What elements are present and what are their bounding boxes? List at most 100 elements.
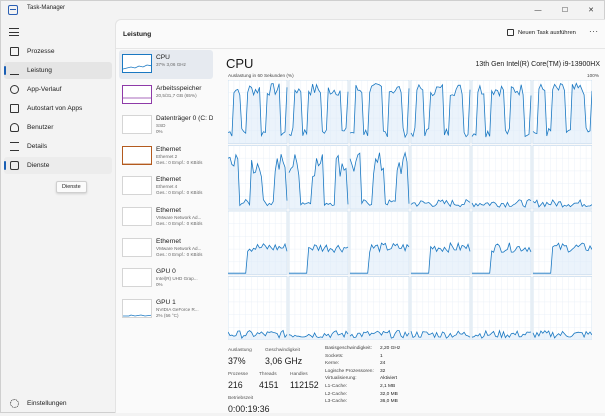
device-subtitle: Ethernet 2: [156, 153, 178, 159]
hamburger-menu-icon[interactable]: [9, 28, 19, 36]
device-text: Arbeitsspeicher 20,5/31,7 GB (65%): [156, 81, 213, 110]
processes-icon: [10, 47, 19, 56]
device-name: Ethernet: [156, 207, 181, 214]
device-text: Ethernet Ethernet 2 Ges.: 0 Empf.: 0 KBit/…: [156, 142, 213, 171]
cpu-core-graph: [228, 276, 288, 340]
app-history-icon: [10, 85, 19, 94]
nav-item-app-history[interactable]: App-Verlauf: [4, 81, 112, 98]
device-text: Ethernet VMware Network Ad... Ges.: 0 Empf…: [156, 203, 213, 232]
spec-label: L1-Cache:: [325, 384, 348, 389]
nav-item-label: Autostart von Apps: [27, 105, 83, 112]
device-name: CPU: [156, 54, 170, 61]
new-task-label: Neuen Task ausführen: [518, 29, 576, 36]
device-thumbnail: [122, 298, 152, 318]
device-item-8[interactable]: GPU 0 Intel(R) UHD Grap... 0%: [119, 264, 213, 293]
device-name: Ethernet: [156, 237, 181, 245]
processes-value: 216: [228, 380, 243, 390]
device-subtitle: Ethernet 4: [156, 184, 178, 190]
cpu-core-graph: [228, 145, 288, 210]
nav-item-label: Dienste: [27, 162, 50, 169]
more-options-button[interactable]: ···: [589, 27, 599, 36]
device-thumbnail: [122, 115, 152, 135]
device-item-1[interactable]: CPU 37% 3,06 GHz: [119, 50, 213, 79]
device-text: GPU 1 NVIDIA GeForce R... 2% (56 °C): [156, 295, 213, 324]
device-subtitle: VMware Network Ad...: [156, 245, 202, 251]
device-sparkline: [123, 64, 151, 70]
device-item-4[interactable]: Ethernet Ethernet 2 Ges.: 0 Empf.: 0 KBit/…: [119, 142, 213, 171]
device-thumbnail: [122, 268, 152, 288]
device-detail: Ges.: 0 Empf.: 0 KBit/s: [156, 190, 203, 196]
task-manager-icon: [8, 5, 18, 15]
new-task-button[interactable]: Neuen Task ausführen: [507, 29, 576, 36]
nav-item-startup-apps[interactable]: Autostart von Apps: [4, 100, 112, 117]
cpu-core-graph: [532, 210, 592, 275]
device-thumbnail: [122, 54, 152, 73]
nav-item-performance[interactable]: Leistung: [4, 62, 112, 79]
device-name: GPU 0: [156, 268, 176, 276]
spec-label: L2-Cache:: [325, 391, 348, 397]
spec-value: 36,0 MB: [380, 399, 398, 405]
device-text: Ethernet VMware Network Ad... Ges.: 0 Empf…: [156, 234, 213, 263]
device-sparkline: [123, 314, 151, 317]
device-detail: 0%: [156, 129, 163, 135]
cpu-stats: Auslastung 37% Geschwindigkeit 3,06 GHz …: [228, 346, 598, 416]
new-task-icon: [507, 29, 514, 36]
device-text: CPU 37% 3,06 GHz: [156, 50, 213, 79]
close-button[interactable]: ✕: [588, 7, 594, 14]
device-name: Ethernet: [156, 176, 181, 184]
nav-item-details[interactable]: Details: [4, 138, 112, 155]
device-sparkline: [123, 163, 151, 164]
device-item-9[interactable]: GPU 1 NVIDIA GeForce R... 2% (56 °C): [119, 295, 213, 324]
nav-item-users[interactable]: Benutzer: [4, 119, 112, 136]
speed-value: 3,06 GHz: [265, 356, 303, 366]
details-icon: [10, 142, 19, 151]
spec-value: 32,0 MB: [380, 391, 398, 397]
device-text: Datenträger 0 (C: D SSD 0%: [156, 111, 213, 140]
device-subtitle: VMware Network Ad...: [156, 215, 202, 220]
device-item-6[interactable]: Ethernet VMware Network Ad... Ges.: 0 Empf…: [119, 203, 213, 232]
settings-label: Einstellungen: [27, 400, 67, 407]
cpu-title: CPU: [226, 56, 254, 71]
users-icon: [10, 123, 19, 132]
startup-icon: [10, 104, 19, 113]
performance-icon: [10, 66, 19, 75]
cpu-core-graph: [471, 210, 532, 275]
cpu-core-graph: [228, 80, 288, 144]
spec-value: 24: [380, 361, 386, 367]
speed-label: Geschwindigkeit: [265, 348, 300, 353]
device-item-2[interactable]: Arbeitsspeicher 20,5/31,7 GB (65%): [119, 81, 213, 110]
graph-max-label: 100%: [587, 73, 599, 78]
threads-value: 4151: [259, 380, 279, 390]
spec-label: Basisgeschwindigkeit:: [325, 346, 372, 351]
device-item-5[interactable]: Ethernet Ethernet 4 Ges.: 0 Empf.: 0 KBit/…: [119, 172, 213, 201]
minimize-button[interactable]: —: [534, 6, 542, 14]
device-text: Ethernet Ethernet 4 Ges.: 0 Empf.: 0 KBit/…: [156, 172, 213, 201]
spec-value: 1: [380, 353, 383, 359]
nav-item-label: Prozesse: [27, 48, 55, 55]
device-item-7[interactable]: Ethernet VMware Network Ad... Ges.: 0 Empf…: [119, 234, 213, 263]
settings-button[interactable]: Einstellungen: [4, 395, 112, 412]
maximize-button[interactable]: ☐: [561, 7, 569, 14]
device-subtitle: 37% 3,06 GHz: [156, 62, 186, 67]
device-item-3[interactable]: Datenträger 0 (C: D SSD 0%: [119, 111, 213, 140]
nav-item-processes[interactable]: Prozesse: [4, 43, 112, 60]
device-sparkline: [123, 97, 151, 98]
uptime-label: Betriebszeit: [228, 396, 254, 401]
device-text: GPU 0 Intel(R) UHD Grap... 0%: [156, 264, 213, 293]
nav-item-label: Leistung: [27, 67, 52, 74]
nav-item-services[interactable]: Dienste: [4, 157, 112, 174]
nav-item-label: App-Verlauf: [27, 86, 62, 93]
spec-label: Kerne:: [325, 361, 340, 367]
pane-header: Leistung Neuen Task ausführen ···: [116, 20, 605, 48]
cpu-core-graph: [228, 210, 288, 275]
device-thumbnail: [122, 145, 152, 165]
cpu-core-graph: [471, 80, 532, 144]
spec-label: Virtualisierung:: [325, 376, 357, 382]
cpu-core-graph: [288, 276, 349, 340]
cpu-core-graph: [288, 145, 349, 210]
gear-icon: [10, 399, 19, 408]
handles-label: Handles: [290, 372, 308, 377]
device-subtitle: Intel(R) UHD Grap...: [156, 276, 198, 282]
cpu-core-graph: [288, 210, 349, 275]
